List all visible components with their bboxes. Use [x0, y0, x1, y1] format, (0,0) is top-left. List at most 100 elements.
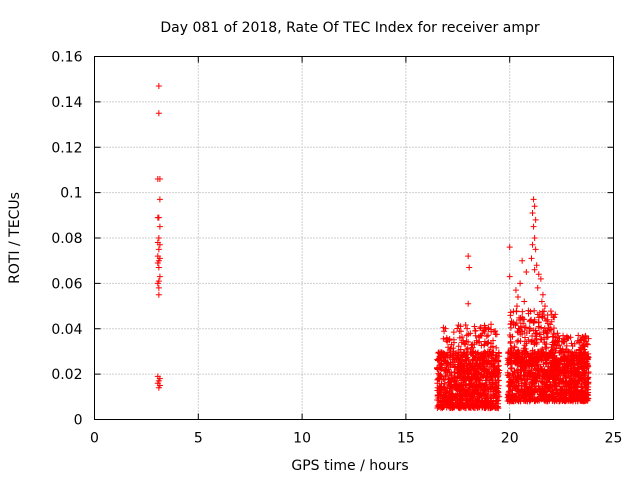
data-point [531, 373, 538, 380]
data-point [471, 383, 478, 390]
data-point [519, 308, 526, 315]
y-tick-label: 0.16 [51, 50, 82, 66]
data-point [536, 309, 543, 316]
data-point [481, 405, 488, 412]
data-point [535, 382, 542, 389]
data-point [540, 394, 547, 401]
data-point [533, 333, 540, 340]
data-point [479, 330, 486, 337]
data-point [555, 370, 562, 377]
data-point [513, 320, 520, 327]
data-point [545, 371, 552, 378]
x-tick-label: 5 [194, 431, 203, 447]
data-point [494, 393, 501, 400]
data-point [565, 348, 572, 355]
data-point [490, 392, 497, 399]
data-point [535, 319, 542, 326]
data-point [515, 382, 522, 389]
data-point [441, 384, 448, 391]
data-point [447, 362, 454, 369]
data-point [442, 325, 449, 332]
data-point [466, 264, 473, 271]
data-point [466, 397, 473, 404]
data-point [441, 328, 448, 335]
data-point [541, 397, 548, 404]
data-point [533, 262, 540, 269]
data-point [528, 255, 535, 262]
data-point [486, 348, 493, 355]
data-point [484, 361, 491, 368]
data-point [155, 384, 162, 391]
data-point [525, 307, 532, 314]
data-point [463, 332, 470, 339]
data-point [155, 284, 162, 291]
data-point [575, 368, 582, 375]
data-point [155, 82, 162, 89]
data-point [485, 339, 492, 346]
data-point [563, 342, 570, 349]
data-point [464, 401, 471, 408]
data-point [463, 346, 470, 353]
data-point [542, 349, 549, 356]
data-point [470, 391, 477, 398]
data-point [557, 345, 564, 352]
data-point [449, 354, 456, 361]
data-point [531, 365, 538, 372]
data-point [570, 360, 577, 367]
data-point [440, 335, 447, 342]
data-point [523, 384, 530, 391]
data-point [532, 330, 539, 337]
data-point [508, 364, 515, 371]
data-point [562, 356, 569, 363]
data-point [505, 389, 512, 396]
data-point [517, 280, 524, 287]
data-point [463, 376, 470, 383]
data-point [542, 344, 549, 351]
y-tick-label: 0.12 [51, 140, 82, 156]
data-point [555, 380, 562, 387]
data-point [495, 349, 502, 356]
data-point [522, 369, 529, 376]
data-point [454, 383, 461, 390]
data-point [578, 374, 585, 381]
data-point [466, 390, 473, 397]
data-point [571, 395, 578, 402]
data-point [534, 375, 541, 382]
data-point [553, 395, 560, 402]
x-tick-label: 15 [397, 431, 415, 447]
data-point [465, 377, 472, 384]
data-point [512, 393, 519, 400]
data-point [542, 356, 549, 363]
data-point [535, 371, 542, 378]
data-point [471, 323, 478, 330]
data-point [473, 387, 480, 394]
data-point [476, 397, 483, 404]
data-point [548, 318, 555, 325]
data-point [510, 308, 517, 315]
data-point [543, 329, 550, 336]
data-point [517, 324, 524, 331]
data-point [451, 368, 458, 375]
data-point [444, 385, 451, 392]
data-point [576, 390, 583, 397]
data-point [560, 332, 567, 339]
data-point [445, 399, 452, 406]
data-point [570, 384, 577, 391]
data-point [463, 399, 470, 406]
data-point [549, 346, 556, 353]
data-point [537, 395, 544, 402]
y-tick-label: 0.14 [51, 95, 82, 111]
data-point [532, 370, 539, 377]
y-axis-label: ROTI / TECUs [7, 192, 23, 284]
data-point [583, 380, 590, 387]
data-point [556, 376, 563, 383]
data-point [569, 342, 576, 349]
data-point [492, 386, 499, 393]
data-point [468, 398, 475, 405]
data-point [530, 223, 537, 230]
data-point [528, 338, 535, 345]
data-point [581, 355, 588, 362]
data-point [451, 364, 458, 371]
data-point [523, 269, 530, 276]
data-point [578, 382, 585, 389]
